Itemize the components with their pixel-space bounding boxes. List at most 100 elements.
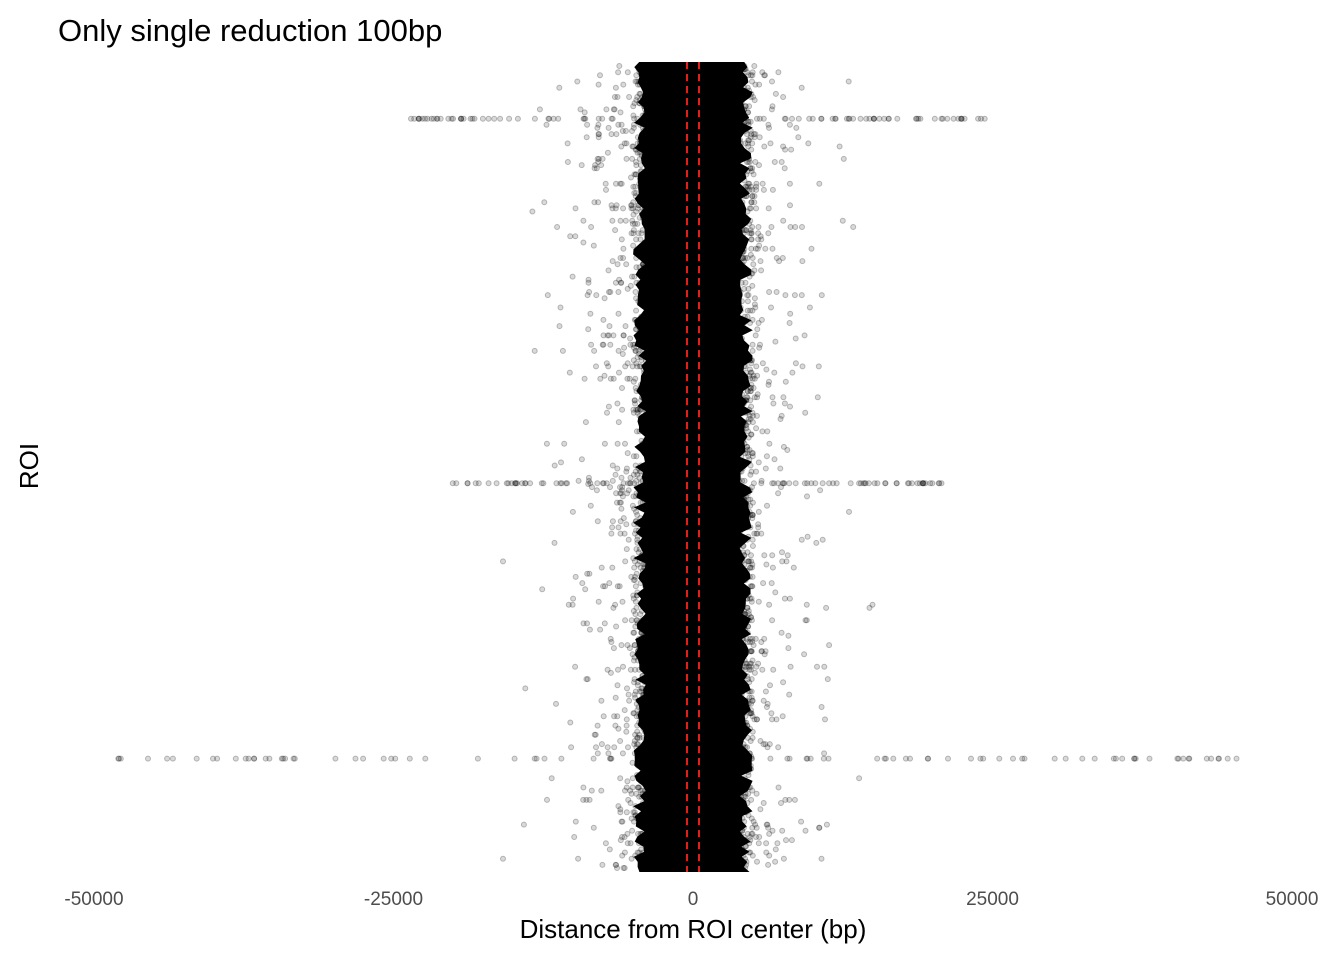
data-point [735,508,741,515]
data-point [637,140,644,147]
data-point [802,827,809,834]
data-point [769,103,776,110]
data-point [655,72,662,79]
data-point [817,487,824,494]
data-point [644,598,650,605]
data-point [749,728,756,735]
data-point [572,233,579,240]
data-point [640,279,647,286]
data-point [749,307,756,314]
data-point [636,196,643,203]
data-point [641,369,648,376]
data-point [658,149,665,156]
data-point [630,183,637,190]
data-point [650,425,657,432]
data-point [648,530,655,537]
data-point [643,313,649,320]
data-point [634,363,641,370]
data-point [627,341,634,348]
data-point [723,499,730,506]
data-point [591,165,598,172]
data-point [735,112,742,119]
data-point [654,307,661,314]
data-point [744,521,751,528]
data-point [724,183,731,190]
data-point [737,555,744,562]
data-point [613,202,620,209]
data-point [791,292,798,299]
data-point [733,128,740,134]
data-point [917,115,924,122]
data-point [633,307,640,314]
data-point [580,620,587,627]
data-point [638,617,645,624]
data-point [741,245,748,252]
data-point [750,385,757,391]
data-point [724,437,731,444]
data-point [645,635,651,642]
data-point [553,700,559,707]
data-point [735,94,742,100]
data-point [485,115,492,122]
data-point [614,499,620,506]
data-point [741,496,748,503]
data-point [645,539,652,546]
data-point [648,242,654,249]
data-point [649,431,656,438]
data-point [747,385,754,391]
data-point [720,456,727,463]
data-point [648,419,655,426]
data-point [745,285,752,292]
data-point [598,741,605,748]
data-point [644,539,651,546]
data-point [736,577,743,583]
data-point [644,267,651,274]
data-point [720,422,727,429]
data-point [647,292,654,299]
data-point [735,530,742,537]
data-point [646,81,653,88]
data-point [641,755,648,762]
data-point [643,620,650,627]
data-point [643,245,650,252]
data-point [637,341,644,348]
data-point [632,375,639,382]
data-point [748,146,755,153]
data-point [747,388,754,395]
data-point [642,341,649,348]
data-point [739,124,746,131]
data-point [748,168,755,175]
data-point [635,521,642,528]
data-point [647,100,654,107]
data-point [735,230,742,237]
data-point [599,155,606,162]
data-point [652,394,659,401]
data-point [720,301,727,308]
data-point [743,422,750,429]
data-point [615,666,621,673]
data-point [659,369,666,376]
data-point [722,320,729,326]
data-point [739,570,746,577]
data-point [640,177,647,184]
data-point [656,546,663,553]
data-point [739,121,746,128]
data-point [723,177,730,184]
data-point [598,564,605,571]
data-point [657,332,664,339]
data-point [634,592,640,599]
data-point [735,434,742,441]
data-point [747,462,754,469]
data-point [724,385,731,391]
data-point [778,484,784,491]
data-point [724,248,731,255]
data-point [758,236,765,243]
data-point [650,796,657,803]
data-point [651,858,658,865]
data-point [740,437,747,444]
data-point [642,728,648,735]
data-point [623,465,630,472]
data-point [722,335,729,342]
data-point [749,316,756,323]
data-point [637,168,644,175]
